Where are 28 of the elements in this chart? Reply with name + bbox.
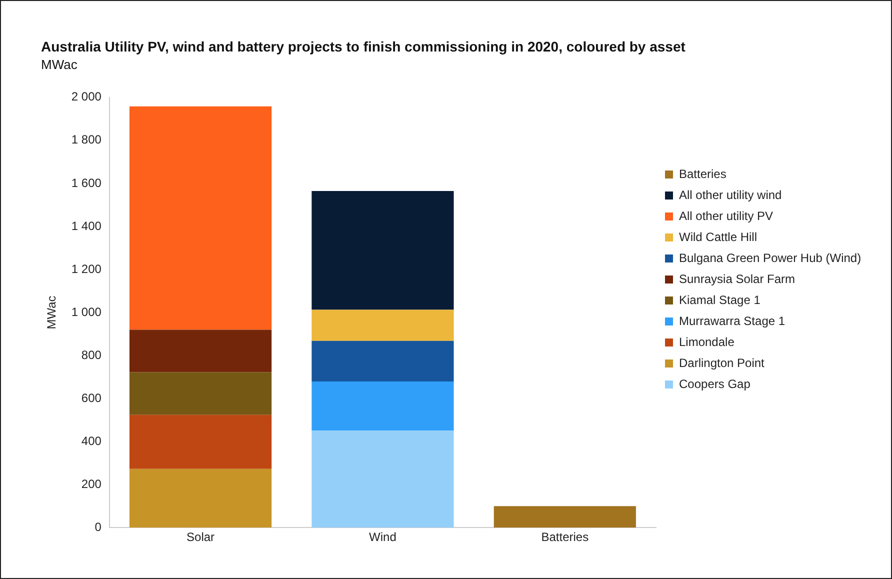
y-tick-label: 0	[94, 520, 102, 534]
legend-label: Coopers Gap	[679, 376, 751, 391]
x-tick-label: Wind	[369, 530, 396, 544]
legend-label: Darlington Point	[679, 356, 766, 370]
y-tick-label: 200	[81, 476, 102, 491]
y-tick-label: 2 000	[71, 90, 102, 104]
y-tick-label: 800	[81, 348, 102, 362]
x-tick-label: Batteries	[541, 530, 589, 544]
y-tick-label: 1 000	[71, 304, 102, 319]
x-tick-label: Solar	[186, 530, 215, 544]
y-tick-label: 1 800	[71, 132, 102, 147]
legend-label: Batteries	[679, 166, 726, 181]
legend-label: Wild Cattle Hill	[679, 230, 758, 244]
legend-label: Murrawarra Stage 1	[679, 314, 786, 328]
legend-label: Bulgana Green Power Hub (Wind)	[679, 250, 862, 265]
legend-label: All other utility wind	[679, 188, 782, 202]
y-tick-label: 400	[81, 434, 102, 448]
y-tick-label: 1 400	[71, 218, 102, 233]
y-tick-label: 1 200	[71, 262, 102, 276]
y-tick-label: 600	[81, 390, 102, 405]
legend-label: Kiamal Stage 1	[679, 292, 761, 307]
chart-subtitle: MWac	[41, 57, 78, 72]
y-axis-title: MWac	[44, 296, 59, 330]
chart-title: Australia Utility PV, wind and battery projects to finish commissioning in 2020, coloured by asset	[41, 38, 686, 54]
legend-label: All other utility PV	[679, 208, 774, 223]
legend-label: Sunraysia Solar Farm	[679, 272, 796, 286]
legend-label: Limondale	[679, 334, 735, 349]
y-tick-label: 1 600	[71, 176, 102, 190]
